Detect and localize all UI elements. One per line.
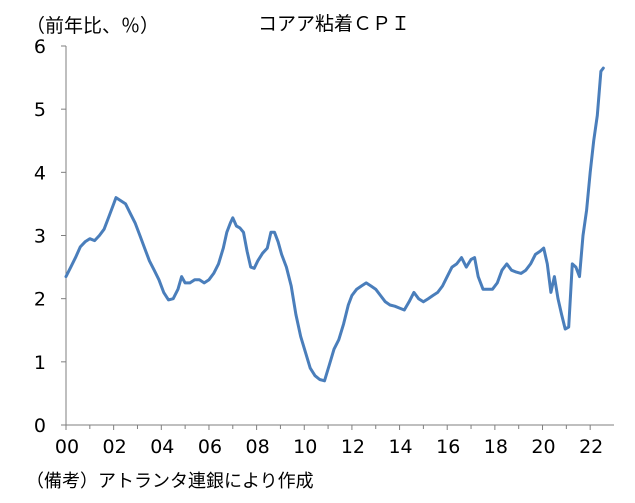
x-tick-label: 02 <box>103 436 127 458</box>
x-tick-label: 18 <box>484 436 508 458</box>
x-tick-label: 08 <box>246 436 270 458</box>
x-tick-label: 12 <box>341 436 365 458</box>
x-tick-label: 22 <box>579 436 603 458</box>
y-axis-unit-label: （前年比、％） <box>26 15 159 37</box>
y-tick-label: 1 <box>34 352 46 374</box>
y-tick-label: 5 <box>34 99 46 121</box>
x-tick-label: 10 <box>293 436 317 458</box>
x-tick-label: 14 <box>388 436 412 458</box>
source-note: （備考）アトランタ連銀により作成 <box>26 471 314 492</box>
x-tick-labels: 00 02 04 06 08 10 12 14 16 18 20 22 <box>55 436 603 458</box>
x-tick-label: 20 <box>531 436 555 458</box>
x-tick-label: 06 <box>198 436 222 458</box>
chart-title: コアア粘着ＣＰＩ <box>258 13 410 35</box>
series-group <box>64 66 605 383</box>
x-tick-label: 16 <box>436 436 460 458</box>
y-tick-labels: 0 1 2 3 4 5 6 <box>34 36 46 437</box>
y-tick-label: 2 <box>34 289 46 311</box>
axes <box>61 45 614 430</box>
y-tick-label: 6 <box>34 36 46 58</box>
y-tick-label: 3 <box>34 226 46 248</box>
y-tick-label: 0 <box>34 415 46 437</box>
x-tick-label: 00 <box>55 436 79 458</box>
y-tick-label: 4 <box>34 162 46 184</box>
x-tick-label: 04 <box>150 436 174 458</box>
series-line-core-sticky-cpi <box>64 66 605 383</box>
